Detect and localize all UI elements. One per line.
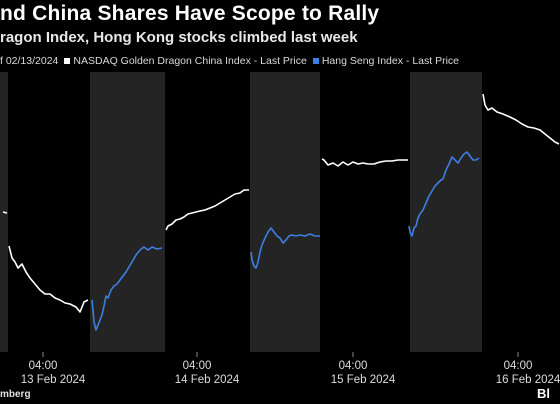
x-tick-date-label: 16 Feb 2024	[496, 374, 560, 386]
x-axis: 04:00 13 Feb 2024 04:00 14 Feb 2024 04:00 15 …	[21, 352, 560, 386]
nasdaq-line-segment	[482, 93, 560, 145]
session-band	[90, 72, 165, 352]
chart-title: nd China Shares Have Scope to Rally	[0, 2, 380, 25]
x-tick-time-label: 04:00	[183, 360, 212, 372]
legend-swatch-nasdaq	[64, 58, 71, 64]
x-tick-date-label: 15 Feb 2024	[331, 374, 396, 386]
session-shading	[0, 72, 482, 352]
x-tick-date-label: 14 Feb 2024	[175, 374, 240, 386]
legend-item-nasdaq: NASDAQ Golden Dragon China Index - Last …	[64, 55, 307, 67]
legend: f 02/13/2024 NASDAQ Golden Dragon China …	[0, 54, 465, 68]
nasdaq-line-segment	[2, 211, 8, 214]
nasdaq-line-segment	[321, 158, 408, 167]
hangseng-line-segment	[250, 227, 320, 269]
chart-subtitle: ragon Index, Hong Kong stocks climbed la…	[0, 29, 358, 46]
source-note: mberg	[0, 389, 31, 400]
legend-item-hangseng: Hang Seng Index - Last Price	[312, 55, 460, 67]
legend-asof: f 02/13/2024	[0, 55, 58, 67]
nasdaq-line-segment	[8, 245, 89, 313]
x-tick-time-label: 04:00	[504, 360, 533, 372]
x-tick-time-label: 04:00	[29, 360, 58, 372]
nasdaq-line-segment	[165, 189, 249, 231]
legend-swatch-hangseng	[312, 58, 319, 64]
bloomberg-logo: Bl	[537, 386, 550, 401]
legend-label-nasdaq: NASDAQ Golden Dragon China Index - Last …	[73, 55, 307, 67]
hangseng-line-segment	[91, 246, 163, 331]
x-tick-date-label: 13 Feb 2024	[21, 374, 86, 386]
x-tick-time-label: 04:00	[339, 360, 368, 372]
hangseng-line-segment	[408, 151, 480, 237]
legend-label-hangseng: Hang Seng Index - Last Price	[321, 55, 460, 67]
series-lines	[2, 93, 560, 331]
legend-asof-label: f 02/13/2024	[0, 55, 59, 67]
session-band	[250, 72, 320, 352]
